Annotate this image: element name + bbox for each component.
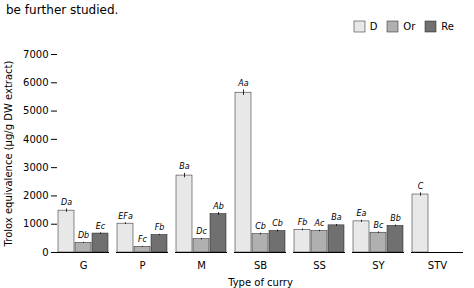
- svg-text:SY: SY: [372, 260, 385, 271]
- svg-text:Fc: Fc: [138, 235, 148, 244]
- html-text:D: D: [369, 21, 378, 32]
- svg-text:Cb: Cb: [255, 222, 266, 231]
- svg-text:Trolox equivalence (µg/g DW ex: Trolox equivalence (µg/g DW extract): [3, 61, 14, 248]
- svg-text:Da: Da: [61, 198, 72, 207]
- svg-text:Ac: Ac: [314, 219, 325, 228]
- svg-text:4000: 4000: [23, 134, 48, 145]
- html-text:Re: Re: [441, 21, 454, 32]
- svg-text:3000: 3000: [23, 162, 48, 173]
- svg-text:Ea: Ea: [357, 209, 367, 218]
- svg-text:0: 0: [42, 247, 48, 258]
- svg-text:1000: 1000: [23, 218, 48, 229]
- html-text:be further studied.: be further studied.: [6, 3, 119, 17]
- svg-text:Fb: Fb: [155, 223, 165, 232]
- svg-text:Ab: Ab: [212, 202, 224, 211]
- svg-text:Type of curry: Type of curry: [227, 277, 293, 288]
- svg-text:EFa: EFa: [118, 212, 133, 221]
- svg-text:5000: 5000: [23, 105, 48, 116]
- svg-text:C: C: [418, 182, 424, 191]
- svg-text:Db: Db: [78, 231, 89, 240]
- svg-text:Aa: Aa: [237, 79, 248, 88]
- svg-text:P: P: [139, 260, 145, 271]
- svg-text:Bc: Bc: [374, 221, 384, 230]
- svg-text:Fb: Fb: [298, 218, 308, 227]
- svg-text:SB: SB: [254, 260, 267, 271]
- svg-text:6000: 6000: [23, 77, 48, 88]
- svg-text:SS: SS: [313, 260, 326, 271]
- svg-text:Cb: Cb: [272, 219, 283, 228]
- svg-text:7000: 7000: [23, 49, 48, 60]
- svg-text:Bb: Bb: [390, 214, 401, 223]
- svg-text:2000: 2000: [23, 190, 48, 201]
- svg-text:STV: STV: [428, 260, 447, 271]
- svg-text:Dc: Dc: [196, 227, 207, 236]
- svg-text:Ba: Ba: [179, 162, 189, 171]
- svg-text:G: G: [80, 260, 88, 271]
- svg-text:Ba: Ba: [331, 213, 341, 222]
- html-text:Or: Or: [403, 21, 416, 32]
- svg-text:M: M: [197, 260, 206, 271]
- svg-text:Ec: Ec: [96, 222, 106, 231]
